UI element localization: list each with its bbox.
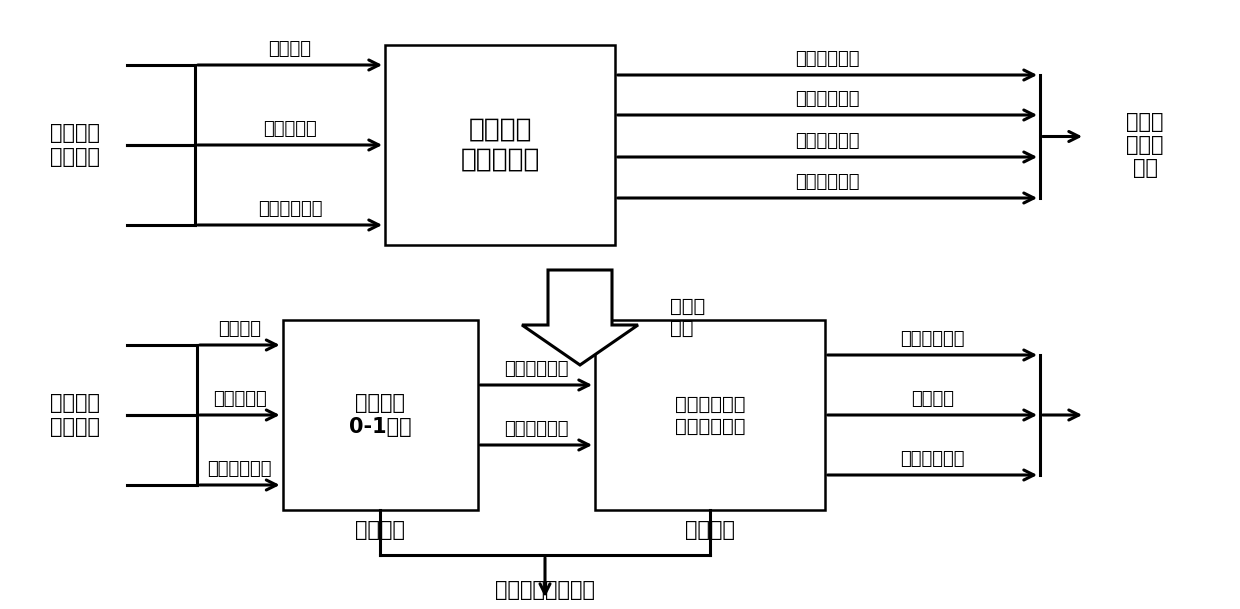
- Text: 最短恢复耗时: 最短恢复耗时: [795, 173, 859, 191]
- Text: 风电场参数: 风电场参数: [213, 390, 267, 408]
- Text: 第二阶段: 第二阶段: [684, 520, 735, 540]
- Text: 风电场参数: 风电场参数: [263, 120, 317, 138]
- Text: 机组参数: 机组参数: [218, 320, 262, 338]
- Text: 基于交流潮流
的非线性规划: 基于交流潮流 的非线性规划: [675, 395, 745, 435]
- Text: 混合整数
非线性规划: 混合整数 非线性规划: [460, 117, 539, 173]
- Bar: [384, 45, 615, 245]
- Bar: [595, 320, 825, 510]
- Text: 机组最优出力: 机组最优出力: [795, 132, 859, 150]
- Text: 当前时步恢复方案: 当前时步恢复方案: [495, 580, 595, 600]
- Text: 节点负荷参数: 节点负荷参数: [207, 460, 272, 478]
- Text: 最短恢复耗时: 最短恢复耗时: [900, 450, 965, 468]
- Bar: [283, 320, 477, 510]
- Text: 节点负荷参数: 节点负荷参数: [258, 200, 322, 218]
- Text: 第一阶段: 第一阶段: [355, 520, 405, 540]
- Polygon shape: [522, 270, 639, 365]
- Text: 上一时步
恢复方案: 上一时步 恢复方案: [50, 124, 100, 167]
- Text: 负荷投入方案: 负荷投入方案: [503, 420, 568, 438]
- Text: 负荷投入方案: 负荷投入方案: [795, 90, 859, 108]
- Text: 节点电压: 节点电压: [911, 390, 954, 408]
- Text: 负荷恢复
0-1规划: 负荷恢复 0-1规划: [348, 393, 412, 437]
- Text: 两阶段
解耦: 两阶段 解耦: [670, 297, 706, 338]
- Text: 当前时
步恢复
方案: 当前时 步恢复 方案: [1126, 112, 1164, 178]
- Text: 机组最优出力: 机组最优出力: [900, 330, 965, 348]
- Text: 风电接入方案: 风电接入方案: [795, 50, 859, 68]
- Text: 上一时步
恢复方案: 上一时步 恢复方案: [50, 393, 100, 437]
- Text: 机组参数: 机组参数: [269, 40, 311, 58]
- Text: 风电接入方案: 风电接入方案: [503, 360, 568, 378]
